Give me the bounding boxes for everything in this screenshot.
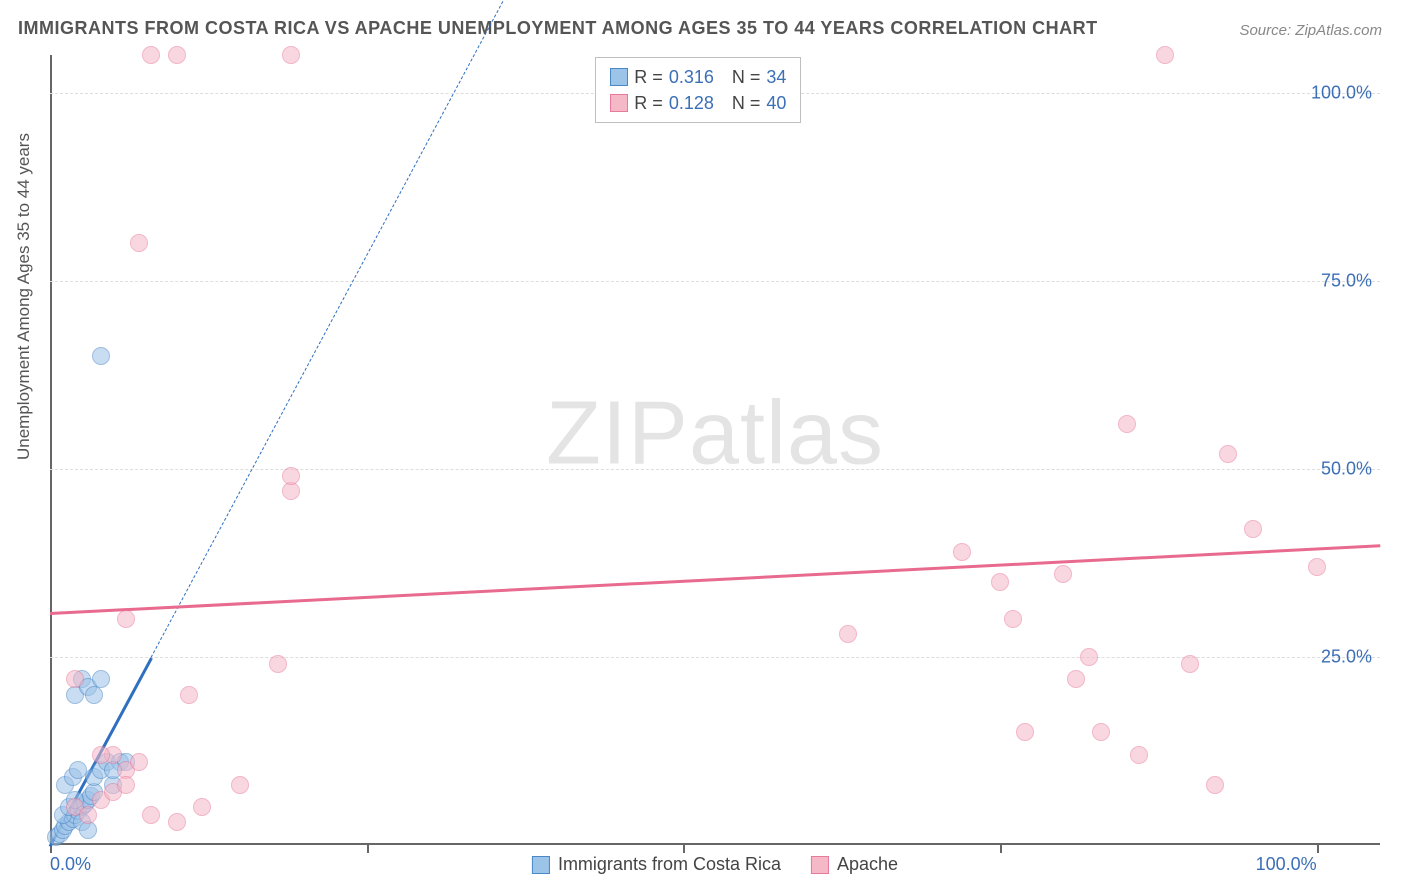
scatter-plot: ZIPatlas 25.0%50.0%75.0%100.0%0.0%100.0%… [50, 55, 1380, 845]
x-axis-line [50, 843, 1380, 845]
data-point [1067, 670, 1085, 688]
r-label: R = [634, 67, 663, 88]
r-label: R = [634, 93, 663, 114]
gridline [50, 657, 1380, 658]
data-point [168, 46, 186, 64]
x-tick-label: 100.0% [1256, 854, 1317, 875]
data-point [1206, 776, 1224, 794]
data-point [269, 655, 287, 673]
chart-title: IMMIGRANTS FROM COSTA RICA VS APACHE UNE… [18, 18, 1098, 39]
r-value: 0.128 [669, 93, 714, 114]
legend-swatch [610, 68, 628, 86]
legend-row: R = 0.128 N =40 [610, 90, 786, 116]
legend-item: Immigrants from Costa Rica [532, 854, 781, 875]
data-point [168, 813, 186, 831]
n-value: 34 [766, 67, 786, 88]
data-point [1054, 565, 1072, 583]
data-point [180, 686, 198, 704]
legend-swatch [532, 856, 550, 874]
x-tick-label: 0.0% [50, 854, 91, 875]
gridline [50, 469, 1380, 470]
data-point [92, 347, 110, 365]
data-point [1219, 445, 1237, 463]
x-tick [1317, 845, 1319, 853]
data-point [142, 806, 160, 824]
legend-label: Apache [837, 854, 898, 875]
y-axis-line [50, 55, 52, 845]
data-point [1016, 723, 1034, 741]
data-point [1004, 610, 1022, 628]
legend-swatch [811, 856, 829, 874]
legend-swatch [610, 94, 628, 112]
data-point [1118, 415, 1136, 433]
trend-line [50, 544, 1380, 615]
y-tick-label: 75.0% [1321, 270, 1372, 291]
data-point [1181, 655, 1199, 673]
x-tick [367, 845, 369, 853]
data-point [1244, 520, 1262, 538]
watermark: ZIPatlas [546, 383, 884, 486]
y-tick-label: 100.0% [1311, 82, 1372, 103]
n-value: 40 [766, 93, 786, 114]
source-label: Source: ZipAtlas.com [1239, 22, 1382, 39]
data-point [282, 46, 300, 64]
legend-row: R = 0.316 N =34 [610, 64, 786, 90]
data-point [1156, 46, 1174, 64]
r-value: 0.316 [669, 67, 714, 88]
data-point [953, 543, 971, 561]
data-point [142, 46, 160, 64]
legend-item: Apache [811, 854, 898, 875]
data-point [79, 806, 97, 824]
data-point [1080, 648, 1098, 666]
data-point [117, 610, 135, 628]
data-point [117, 776, 135, 794]
series-legend: Immigrants from Costa Rica Apache [532, 854, 898, 875]
gridline [50, 281, 1380, 282]
trend-line [151, 0, 608, 658]
data-point [66, 670, 84, 688]
data-point [130, 753, 148, 771]
data-point [1130, 746, 1148, 764]
data-point [92, 746, 110, 764]
data-point [1308, 558, 1326, 576]
y-tick-label: 25.0% [1321, 646, 1372, 667]
legend-label: Immigrants from Costa Rica [558, 854, 781, 875]
x-tick [683, 845, 685, 853]
y-tick-label: 50.0% [1321, 458, 1372, 479]
data-point [193, 798, 211, 816]
y-axis-label: Unemployment Among Ages 35 to 44 years [14, 133, 34, 460]
x-tick [1000, 845, 1002, 853]
data-point [92, 670, 110, 688]
data-point [69, 761, 87, 779]
data-point [282, 467, 300, 485]
data-point [231, 776, 249, 794]
data-point [1092, 723, 1110, 741]
data-point [130, 234, 148, 252]
n-label: N = [732, 67, 761, 88]
data-point [839, 625, 857, 643]
data-point [991, 573, 1009, 591]
correlation-legend: R = 0.316 N =34 R = 0.128 N =40 [595, 57, 801, 123]
n-label: N = [732, 93, 761, 114]
